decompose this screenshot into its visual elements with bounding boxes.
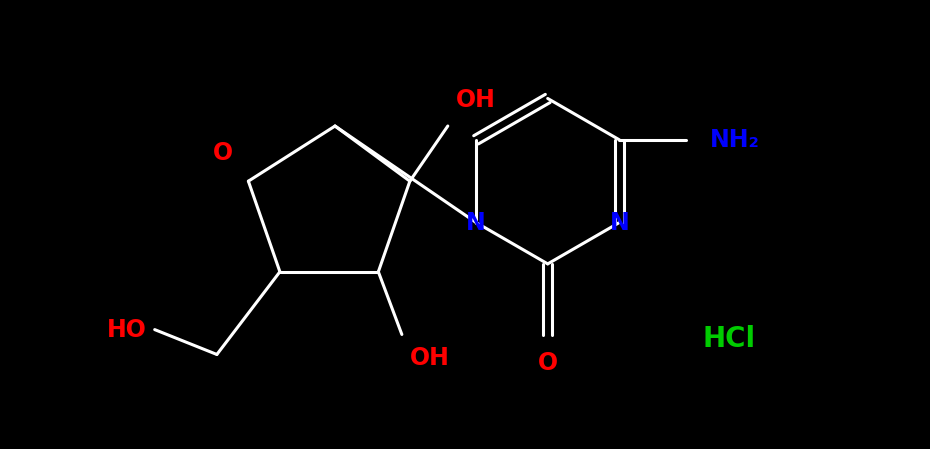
Text: O: O [538, 351, 558, 374]
Text: O: O [212, 141, 232, 165]
Text: HCl: HCl [702, 325, 755, 353]
Text: N: N [609, 211, 630, 234]
Text: NH₂: NH₂ [710, 128, 760, 152]
Text: OH: OH [410, 346, 449, 370]
Text: HO: HO [107, 317, 147, 342]
Text: N: N [466, 211, 486, 234]
Text: OH: OH [456, 88, 496, 112]
